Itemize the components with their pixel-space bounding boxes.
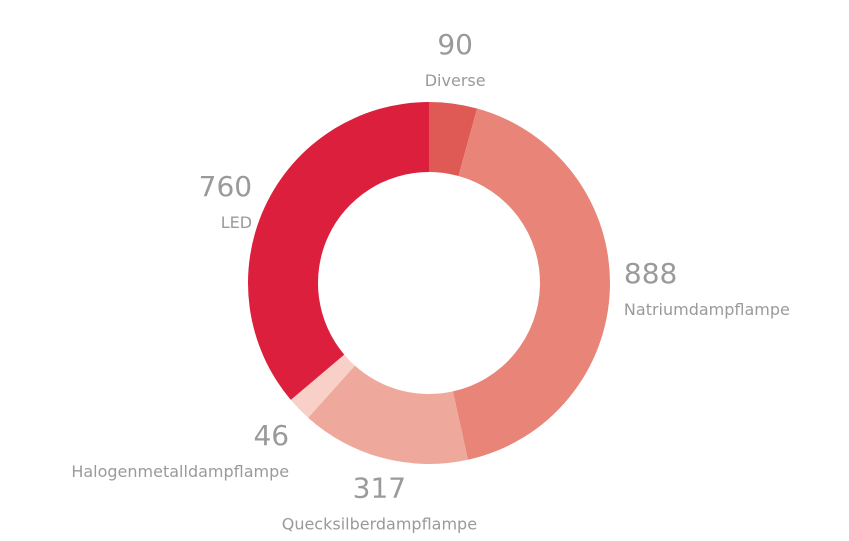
category-label: Natriumdampflampe [624,300,790,319]
donut-slice [290,354,355,418]
donut-slice [452,108,610,460]
category-label: Quecksilberdampflampe [282,515,477,534]
value-label: 90 [437,28,473,61]
donut-slice [429,102,478,176]
donut-slice [308,365,468,464]
donut-slice [248,102,429,400]
value-label: 760 [199,170,252,203]
category-label: Halogenmetalldampflampe [71,462,289,481]
value-label: 888 [624,257,677,290]
category-label: LED [221,213,252,232]
value-label: 46 [253,419,289,452]
value-label: 317 [353,472,406,505]
category-label: Diverse [425,71,486,90]
